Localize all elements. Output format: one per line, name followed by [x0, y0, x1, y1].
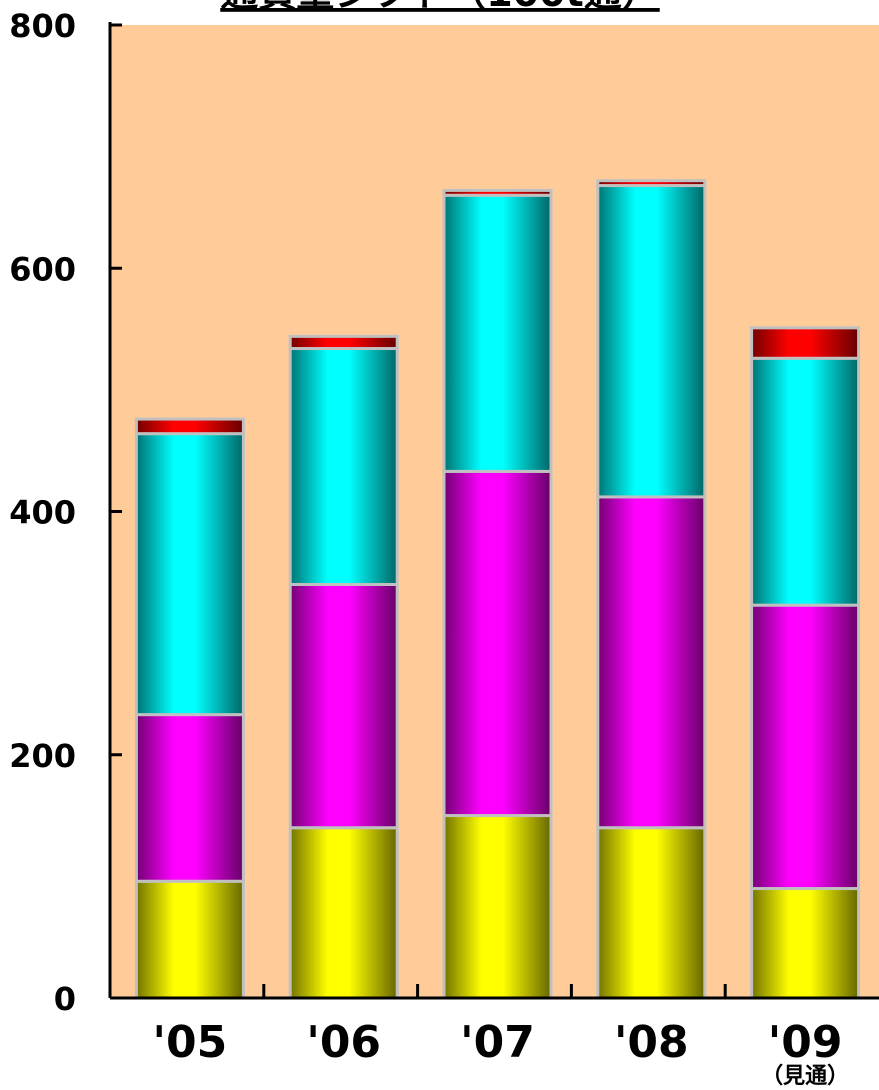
bar-segment-2 — [750, 603, 861, 891]
x-category-label: '08 — [614, 1017, 689, 1068]
y-tick-label: 200 — [9, 737, 76, 775]
bar-segment-4 — [288, 334, 399, 351]
bar-segment-3 — [596, 184, 707, 499]
bar-segment-1 — [288, 826, 399, 1000]
bar-segment-3 — [442, 193, 553, 473]
x-category-label: '07 — [460, 1017, 535, 1068]
bar-segment-4 — [596, 179, 707, 188]
y-tick-label: 600 — [9, 250, 76, 288]
bar-segment-4 — [442, 188, 553, 197]
y-tick-label: 0 — [54, 980, 76, 1018]
bar-segment-1 — [134, 879, 245, 1000]
bar-segment-4 — [134, 417, 245, 436]
bar-segment-3 — [134, 432, 245, 717]
bar-segment-3 — [750, 356, 861, 607]
bar-segment-2 — [596, 495, 707, 830]
bar-segment-2 — [442, 469, 553, 818]
x-category-label: '09 — [768, 1017, 843, 1068]
bars-layer — [134, 179, 861, 1000]
bar-segment-2 — [134, 713, 245, 883]
axis-layer — [108, 22, 879, 1000]
x-category-label: '06 — [306, 1017, 381, 1068]
y-tick-labels: 0 200 400 600 800 — [9, 7, 76, 1018]
y-tick-label: 800 — [9, 7, 76, 45]
y-tick-label: 400 — [9, 494, 76, 532]
x-category-note: （見通） — [761, 1064, 849, 1089]
x-category-label: '05 — [153, 1017, 228, 1068]
x-category-labels: '05 '06 '07 '08 '09（見通） — [153, 1017, 850, 1089]
chart-title: 通貨量シフト（100t通） — [220, 0, 660, 15]
bar-segment-1 — [750, 887, 861, 1000]
bar-segment-4 — [750, 326, 861, 360]
bar-segment-1 — [442, 814, 553, 1000]
bar-segment-1 — [596, 826, 707, 1000]
bar-segment-2 — [288, 582, 399, 830]
bar-segment-3 — [288, 347, 399, 586]
